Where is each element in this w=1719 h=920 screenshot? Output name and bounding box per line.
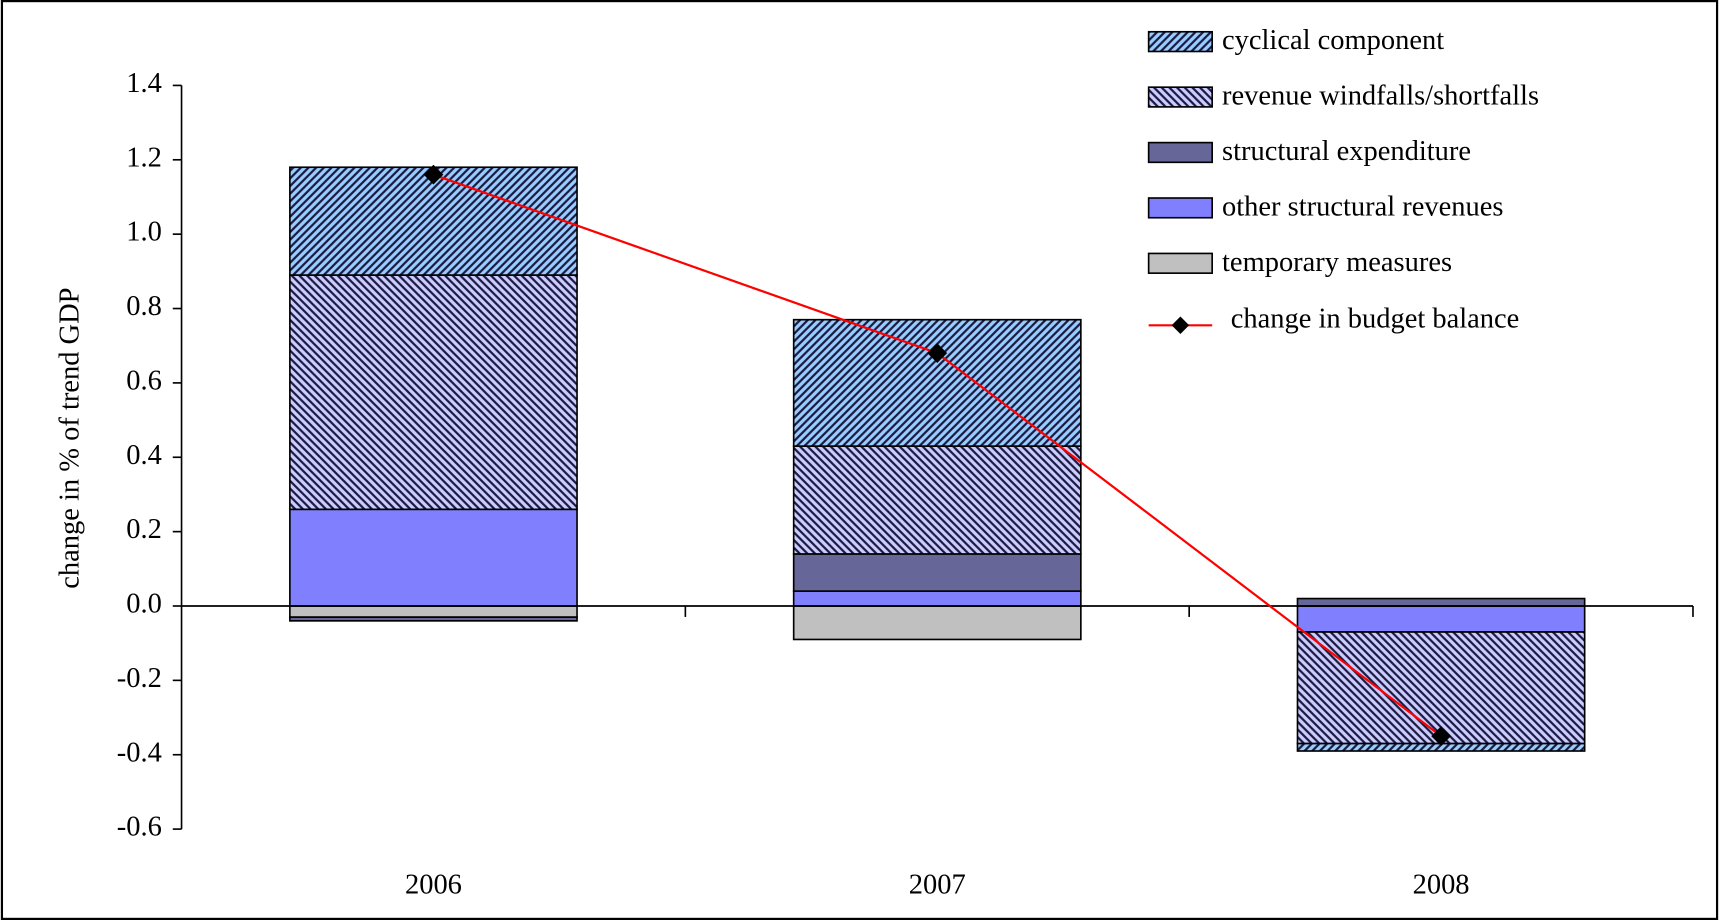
bar-segment: [1296, 605, 1586, 633]
bar-segment: [1296, 631, 1586, 745]
y-tick-label: 0.0: [126, 589, 162, 620]
y-tick-label: 1.4: [126, 68, 162, 99]
y-tick-label: -0.6: [117, 812, 162, 843]
legend-swatch: [1147, 141, 1213, 164]
line-marker: [423, 164, 444, 185]
bar-segment: [792, 445, 1082, 555]
legend-label: cyclical component: [1222, 25, 1444, 56]
y-tick-label: 0.2: [126, 514, 162, 545]
line-marker: [927, 343, 948, 364]
y-tick-label: 1.0: [126, 217, 162, 248]
y-axis-label: change in % of trend GDP: [55, 287, 86, 588]
x-tick-label: 2008: [1413, 870, 1470, 901]
legend-label: structural expenditure: [1222, 136, 1471, 167]
legend-swatch: [1147, 30, 1213, 53]
bar-segment: [289, 508, 578, 607]
legend-swatch: [1147, 252, 1213, 274]
legend-swatch: [1147, 197, 1213, 219]
bar-segment: [792, 605, 1082, 641]
bar-segment: [792, 590, 1082, 607]
legend-label: revenue windfalls/shortfalls: [1222, 81, 1539, 112]
y-tick-label: -0.4: [117, 737, 162, 768]
bar-segment: [289, 166, 578, 276]
x-tick-label: 2006: [405, 870, 462, 901]
bar-segment: [1296, 597, 1586, 607]
bar-segment: [289, 274, 578, 511]
y-tick-label: 0.6: [126, 365, 162, 396]
bar-segment: [792, 318, 1082, 447]
bar-segment: [289, 605, 578, 618]
bar-segment: [289, 616, 578, 622]
legend-label: temporary measures: [1222, 247, 1452, 278]
legend-swatch: [1147, 86, 1213, 108]
legend-marker: [1171, 316, 1190, 335]
y-tick-label: 0.8: [126, 291, 162, 322]
y-tick-label: 1.2: [126, 142, 162, 173]
y-tick-label: 0.4: [126, 440, 162, 471]
legend-label: change in budget balance: [1231, 303, 1520, 334]
line-marker: [1431, 726, 1451, 746]
bar-segment: [792, 553, 1082, 592]
y-tick-label: -0.2: [117, 663, 162, 694]
legend-label: other structural revenues: [1222, 192, 1503, 223]
x-tick-label: 2007: [909, 870, 966, 901]
